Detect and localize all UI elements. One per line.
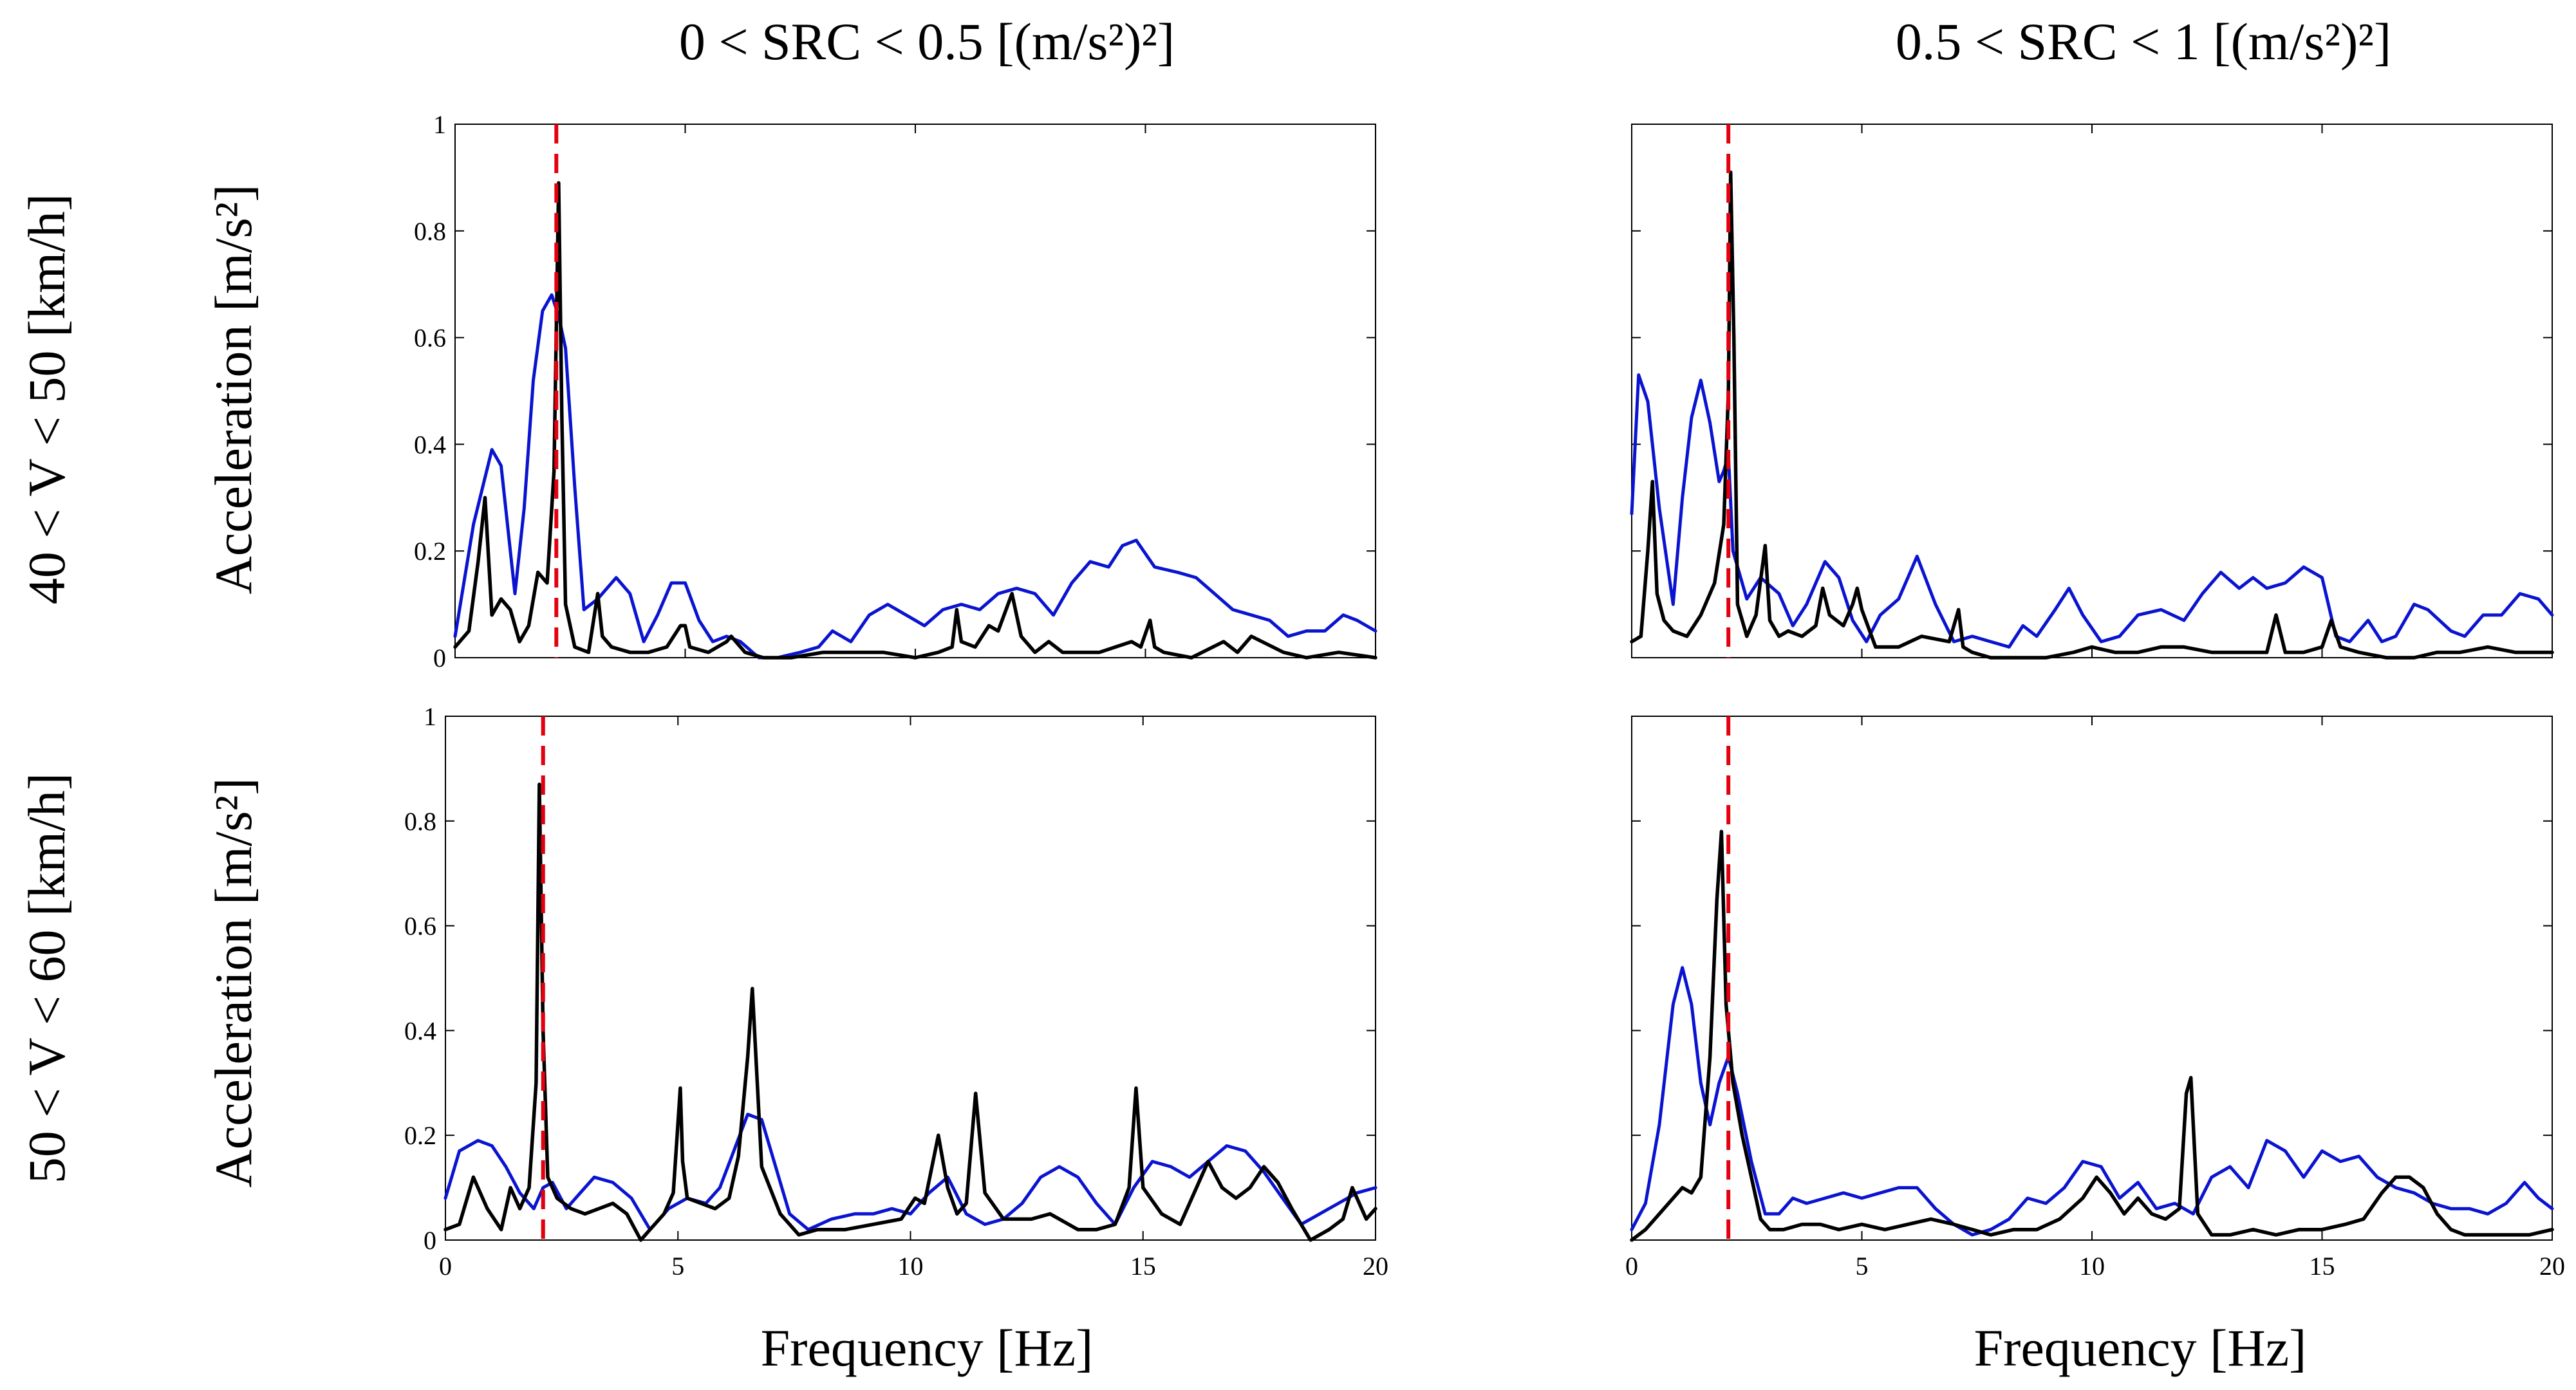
y-tick-label: 1 [424, 702, 436, 731]
x-tick-label: 15 [1130, 1252, 1156, 1281]
y-tick-label: 0.2 [404, 1121, 436, 1150]
x-tick-label: 5 [1856, 1252, 1869, 1281]
x-axis-title-left: Frequency [Hz] [761, 1319, 1094, 1377]
panel-top-right [1630, 124, 2554, 660]
y-tick-label: 0 [424, 1226, 436, 1255]
axes-frame [1631, 124, 2553, 658]
y-tick-label: 0.8 [404, 807, 436, 836]
y-tick-label: 1 [433, 110, 446, 139]
series-line-black [453, 181, 1377, 660]
column-title-src-low: 0 < SRC < 0.5 [(m/s²)²] [679, 12, 1175, 71]
x-tick-label: 20 [2539, 1252, 2565, 1281]
panel-bottom-left: 00.20.40.60.810 5 10 15 20 [404, 702, 1388, 1281]
x-tick-label: 5 [671, 1252, 684, 1281]
column-title-src-high: 0.5 < SRC < 1 [(m/s²)²] [1896, 12, 2391, 71]
series-line-blue [1630, 966, 2554, 1237]
series-line-black [1630, 170, 2554, 660]
y-tick-label: 0.8 [414, 217, 446, 246]
row-title-speed-40-50: 40 < V < 50 [km/h] [17, 194, 76, 604]
y-tick-label: 0.4 [414, 430, 446, 459]
y-tick-label: 0.4 [404, 1016, 436, 1045]
row-title-speed-50-60: 50 < V < 60 [km/h] [17, 773, 76, 1183]
y-tick-label: 0 [433, 644, 446, 672]
panel-top-left: 0 0.2 0.4 0.6 0.8 1 [414, 110, 1377, 672]
axes-frame [1631, 716, 2553, 1241]
y-tick-label: 0.6 [404, 912, 436, 941]
axes-frame [445, 716, 1376, 1241]
x-tick-label: 15 [2310, 1252, 2335, 1281]
series-line-black [443, 783, 1377, 1242]
panel-bottom-right: 0 5 10 15 20 [1625, 716, 2565, 1281]
y-axis-title-bottom: Acceleration [m/s²] [204, 777, 263, 1187]
x-tick-label: 0 [1625, 1252, 1638, 1281]
x-tick-label: 10 [898, 1252, 924, 1281]
x-tick-label: 20 [1363, 1252, 1388, 1281]
y-tick-label: 0.6 [414, 324, 446, 353]
y-axis-title-top: Acceleration [m/s²] [204, 184, 263, 594]
x-axis-title-right: Frequency [Hz] [1974, 1319, 2307, 1377]
y-tick-label: 0.2 [414, 537, 446, 566]
axes-frame [454, 124, 1376, 658]
x-tick-label: 0 [439, 1252, 452, 1281]
x-tick-label: 10 [2079, 1252, 2105, 1281]
series-line-blue [453, 293, 1377, 660]
series-line-black [1630, 829, 2554, 1242]
